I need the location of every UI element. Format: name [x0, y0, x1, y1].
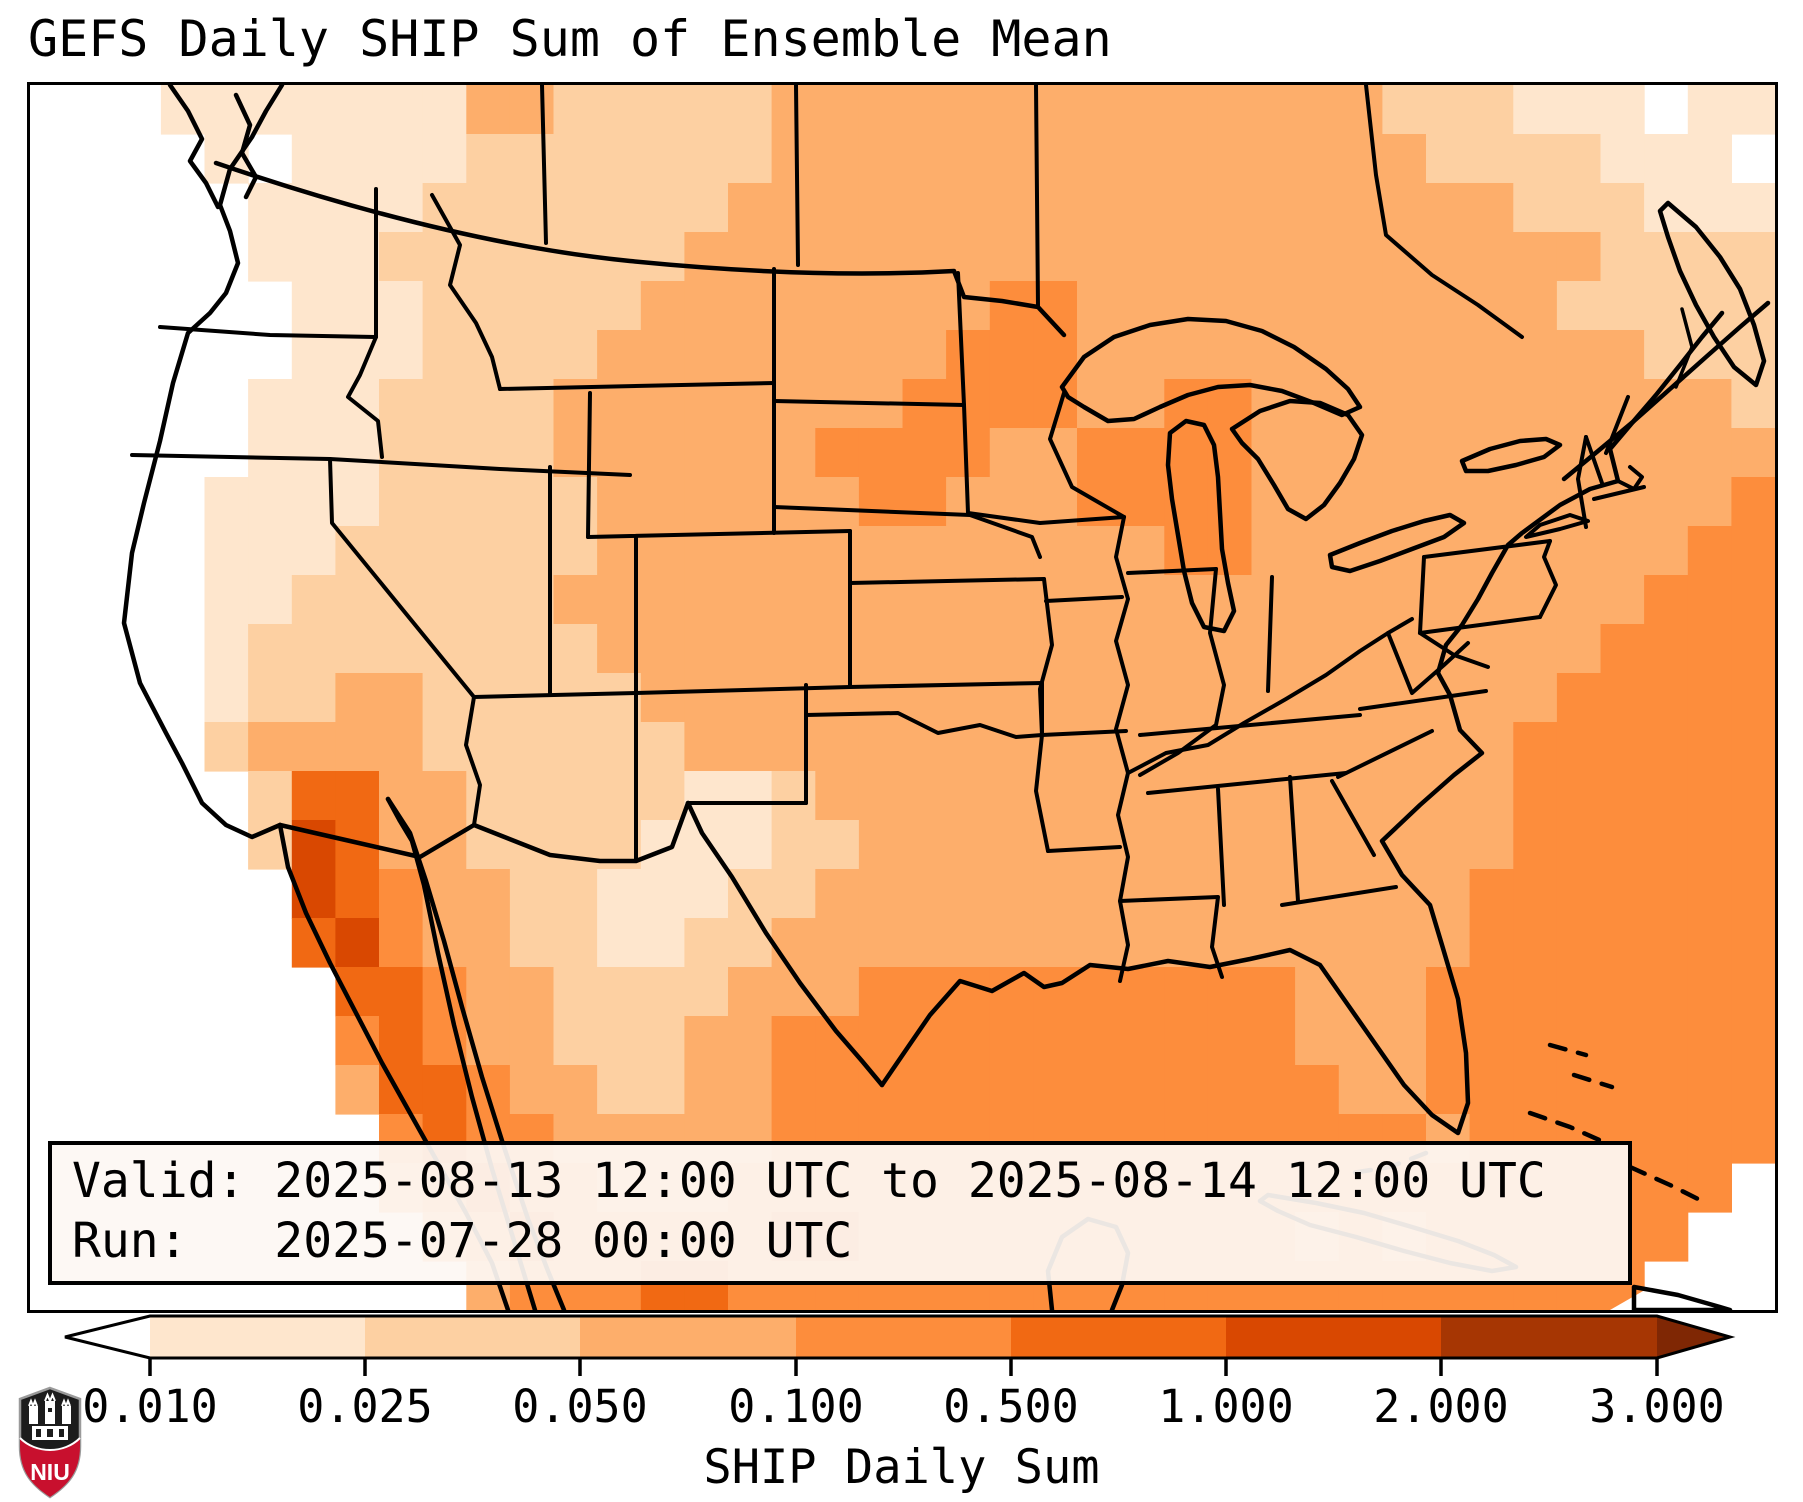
colorbar-tick-label: 0.100 — [728, 1380, 864, 1433]
colorbar-tick-label: 0.025 — [297, 1380, 433, 1433]
figure-title: GEFS Daily SHIP Sum of Ensemble Mean — [28, 10, 1112, 68]
colorbar-tick-label: 1.000 — [1158, 1380, 1294, 1433]
run-time-text: Run: 2025-07-28 00:00 UTC — [72, 1213, 853, 1269]
colorbar-tick-label: 3.000 — [1589, 1380, 1725, 1433]
colorbar-tick-label: 0.500 — [943, 1380, 1079, 1433]
ship-heatmap-grid — [160, 85, 1775, 1310]
coastlines-and-state-borders — [121, 85, 1771, 1310]
colorbar-axis-label: SHIP Daily Sum — [703, 1440, 1100, 1495]
niu-logo: NIU — [18, 1386, 82, 1499]
valid-time-text: Valid: 2025-08-13 12:00 UTC to 2025-08-1… — [72, 1153, 1546, 1209]
logo-niu-text: NIU — [30, 1459, 70, 1485]
colorbar — [64, 1314, 1736, 1376]
colorbar-tick-label: 0.050 — [512, 1380, 648, 1433]
logo-red-band — [20, 1438, 80, 1497]
castle-icon — [28, 1392, 71, 1440]
logo-band-edge — [19, 1437, 81, 1451]
colorbar-tick-labels: 0.010 0.025 0.050 0.100 0.500 1.000 2.000 3.000 — [0, 1380, 1803, 1433]
colorbar-tick-label: 0.010 — [82, 1380, 218, 1433]
valid-run-info-box: Valid: 2025-08-13 12:00 UTC to 2025-08-1… — [48, 1141, 1632, 1285]
colorbar-tick-label: 2.000 — [1373, 1380, 1509, 1433]
conus-ship-map — [30, 85, 1775, 1310]
map-panel — [27, 82, 1778, 1313]
